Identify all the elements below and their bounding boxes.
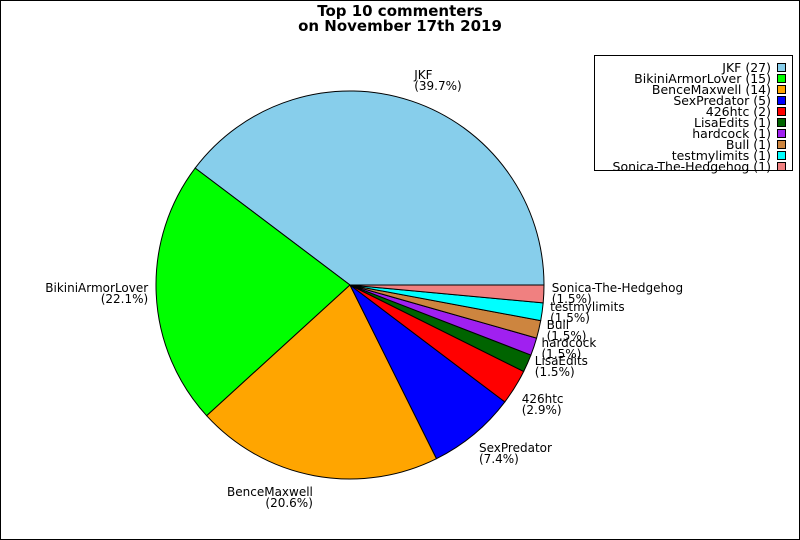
slice-percent-sonica-the-hedgehog: (1.5%) bbox=[552, 292, 592, 306]
legend-label-hardcock: hardcock (1) bbox=[692, 126, 771, 141]
legend-label-426htc: 426htc (2) bbox=[706, 104, 771, 119]
legend-label-bikiniarmorlover: BikiniArmorLover (15) bbox=[634, 71, 771, 86]
pie-slice-bikiniarmorlover bbox=[155, 167, 351, 417]
slice-percent-jkf: (39.7%) bbox=[414, 79, 461, 93]
legend-label-lisaedits: LisaEdits (1) bbox=[694, 115, 771, 130]
slice-percent-lisaedits: (1.5%) bbox=[535, 365, 575, 379]
slice-percent-sexpredator: (7.4%) bbox=[479, 452, 519, 466]
legend-box bbox=[594, 55, 793, 171]
legend: JKF (27)BikiniArmorLover (15)BenceMaxwel… bbox=[594, 55, 793, 174]
pie-slice-sonica-the-hedgehog bbox=[349, 284, 545, 304]
slice-label-bikiniarmorlover: BikiniArmorLover bbox=[45, 281, 148, 295]
slice-label-426htc: 426htc bbox=[522, 392, 564, 406]
legend-label-testmylimits: testmylimits (1) bbox=[672, 148, 771, 163]
pie-slice-jkf bbox=[194, 90, 545, 286]
legend-label-jkf: JKF (27) bbox=[721, 60, 771, 75]
legend-label-bull: Bull (1) bbox=[726, 137, 771, 152]
slice-label-bull: Bull bbox=[547, 318, 570, 332]
slice-label-bencemaxwell: BenceMaxwell bbox=[227, 485, 313, 499]
slice-percent-hardcock: (1.5%) bbox=[542, 347, 582, 361]
legend-label-sexpredator: SexPredator (5) bbox=[673, 93, 771, 108]
legend-swatch-bencemaxwell bbox=[777, 85, 786, 94]
slice-percent-bull: (1.5%) bbox=[547, 329, 587, 343]
slice-percent-bikiniarmorlover: (22.1%) bbox=[101, 292, 148, 306]
legend-swatch-testmylimits bbox=[777, 151, 786, 160]
slice-percent-testmylimits: (1.5%) bbox=[550, 311, 590, 325]
slice-percent-bencemaxwell: (20.6%) bbox=[265, 496, 312, 510]
legend-swatch-bull bbox=[777, 140, 786, 149]
slice-label-lisaedits: LisaEdits bbox=[535, 354, 588, 368]
slice-percent-426htc: (2.9%) bbox=[522, 403, 562, 417]
legend-swatch-jkf bbox=[777, 63, 786, 72]
pie-slices bbox=[155, 90, 545, 480]
pie-slice-bencemaxwell bbox=[206, 284, 437, 480]
legend-swatch-bikiniarmorlover bbox=[777, 74, 786, 83]
legend-swatch-426htc bbox=[777, 107, 786, 116]
legend-swatch-sonica-the-hedgehog bbox=[777, 162, 786, 171]
slice-label-testmylimits: testmylimits bbox=[550, 300, 624, 314]
legend-swatch-hardcock bbox=[777, 129, 786, 138]
chart-title-line-1: Top 10 commenters bbox=[317, 2, 483, 20]
slice-label-sexpredator: SexPredator bbox=[479, 441, 552, 455]
chart-title-line-2: on November 17th 2019 bbox=[298, 17, 502, 35]
slice-label-jkf: JKF bbox=[413, 68, 432, 82]
slice-label-sonica-the-hedgehog: Sonica-The-Hedgehog bbox=[552, 281, 683, 295]
legend-label-sonica-the-hedgehog: Sonica-The-Hedgehog (1) bbox=[613, 159, 771, 174]
legend-label-bencemaxwell: BenceMaxwell (14) bbox=[652, 82, 771, 97]
slice-label-hardcock: hardcock bbox=[542, 336, 597, 350]
legend-swatch-lisaedits bbox=[777, 118, 786, 127]
legend-swatch-sexpredator bbox=[777, 96, 786, 105]
slice-labels: JKF(39.7%) BikiniArmorLover(22.1%) BenceMa… bbox=[45, 68, 683, 510]
